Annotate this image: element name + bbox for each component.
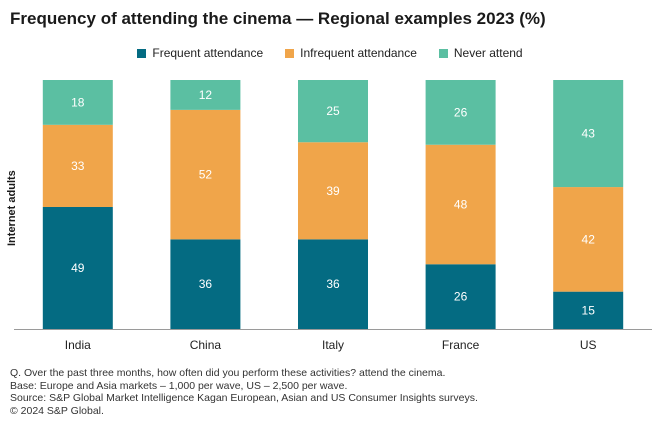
chart-legend: Frequent attendance Infrequent attendanc… <box>0 46 660 60</box>
data-label-india-frequent: 49 <box>71 261 85 275</box>
bar-italy-never <box>298 80 368 143</box>
legend-label-infrequent: Infrequent attendance <box>300 46 417 60</box>
legend-item-never: Never attend <box>438 46 523 60</box>
data-label-italy-frequent: 36 <box>326 277 340 291</box>
data-label-italy-infrequent: 39 <box>326 184 340 198</box>
x-tick-china: China <box>190 338 222 352</box>
chart-title: Frequency of attending the cinema — Regi… <box>10 9 546 28</box>
footnotes: Q. Over the past three months, how often… <box>10 367 478 417</box>
legend-item-infrequent: Infrequent attendance <box>285 46 417 60</box>
bar-india-frequent <box>42 206 113 329</box>
bar-china-never <box>170 80 241 110</box>
data-label-india-never: 18 <box>71 95 85 109</box>
footnote-question: Q. Over the past three months, how often… <box>10 367 446 379</box>
x-tick-france: France <box>442 338 480 352</box>
bar-italy-infrequent <box>298 142 368 240</box>
bar-italy-frequent <box>298 239 368 329</box>
data-label-italy-never: 25 <box>326 104 340 118</box>
bar-us-infrequent <box>553 187 624 292</box>
bar-us-frequent <box>553 291 624 329</box>
bar-india-never <box>42 80 113 125</box>
footnote-source: Source: S&P Global Market Intelligence K… <box>10 392 478 404</box>
data-label-china-never: 12 <box>199 88 213 102</box>
x-tick-us: US <box>580 338 597 352</box>
legend-swatch-infrequent <box>285 48 295 58</box>
x-tick-india: India <box>65 338 91 352</box>
legend-item-frequent: Frequent attendance <box>137 46 263 60</box>
data-label-france-frequent: 26 <box>454 290 468 304</box>
bar-france-infrequent <box>425 144 496 265</box>
legend-label-never: Never attend <box>453 46 523 60</box>
legend-swatch-never <box>438 48 448 58</box>
bar-china-infrequent <box>170 109 241 240</box>
legend-swatch-frequent <box>137 48 147 58</box>
bar-us-never <box>553 80 624 188</box>
data-label-us-never: 43 <box>582 127 596 141</box>
data-label-china-frequent: 36 <box>199 277 213 291</box>
data-label-us-infrequent: 42 <box>582 232 596 246</box>
bar-india-infrequent <box>42 124 113 207</box>
footnote-copyright: © 2024 S&P Global. <box>10 404 104 417</box>
bar-france-never <box>425 80 496 145</box>
bar-china-frequent <box>170 239 241 329</box>
footnote-base: Base: Europe and Asia markets – 1,000 pe… <box>10 379 348 392</box>
x-tick-italy: Italy <box>322 338 344 352</box>
data-label-us-frequent: 15 <box>582 303 596 317</box>
bar-france-frequent <box>425 264 496 329</box>
data-label-france-infrequent: 48 <box>454 198 468 212</box>
data-label-india-infrequent: 33 <box>71 159 85 173</box>
data-label-france-never: 26 <box>454 105 468 119</box>
legend-label-frequent: Frequent attendance <box>152 46 264 60</box>
data-label-china-infrequent: 52 <box>199 168 213 182</box>
